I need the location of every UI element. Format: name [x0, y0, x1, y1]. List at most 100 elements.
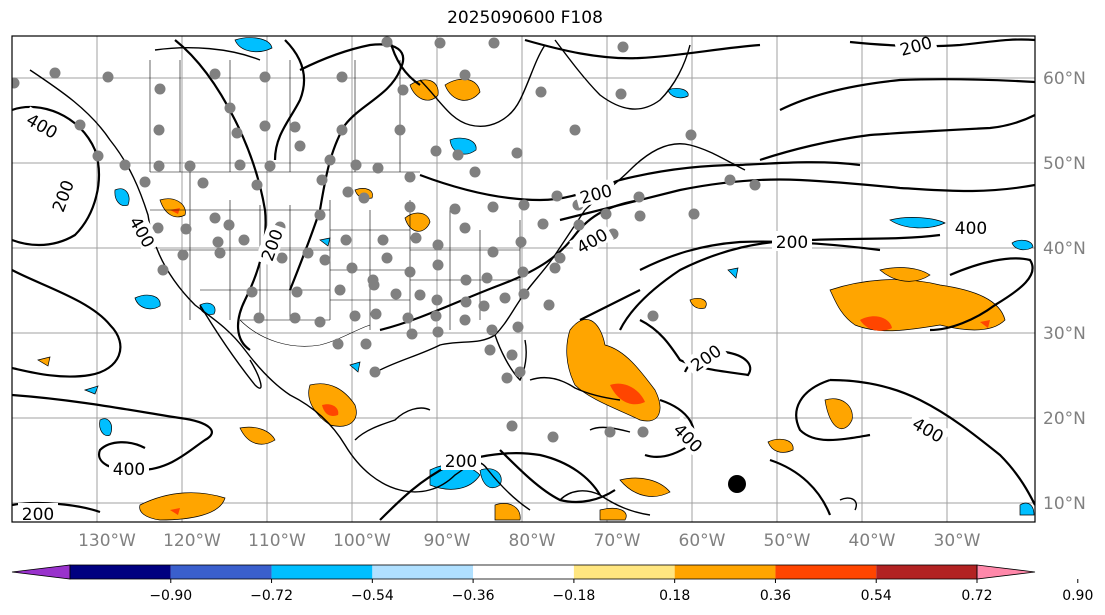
station-dot [340, 234, 352, 246]
station-dot [92, 150, 104, 162]
station-dot [617, 41, 629, 53]
station-dot [346, 262, 358, 274]
station-dot [569, 124, 581, 136]
station-dot [74, 119, 86, 131]
station-dot [342, 186, 354, 198]
station-dot [152, 222, 164, 234]
station-dot [512, 321, 524, 333]
storm-position-marker [728, 475, 746, 493]
station-dot [177, 249, 189, 261]
station-dot [749, 179, 761, 191]
station-dot [501, 372, 513, 384]
station-dot [432, 259, 444, 271]
colorbar-tick-label: −0.36 [452, 588, 495, 604]
station-dot [324, 154, 336, 166]
station-dot [410, 232, 422, 244]
contour-label: 200 [22, 505, 54, 525]
station-dot [289, 121, 301, 133]
latitude-label: 40°N [1043, 239, 1086, 259]
station-dot [431, 294, 443, 306]
station-dot [514, 366, 526, 378]
colorbar-extend-min [11, 564, 71, 580]
station-dot [381, 36, 393, 48]
station-dot [688, 208, 700, 220]
station-dot [49, 67, 61, 79]
station-dot [414, 289, 426, 301]
colorbar-bin [170, 565, 272, 579]
colorbar-bin [876, 565, 977, 579]
station-dot [484, 344, 496, 356]
station-dot [633, 191, 645, 203]
station-dot [180, 223, 192, 235]
station-dot [432, 239, 444, 251]
station-dot [573, 219, 585, 231]
station-dot [234, 159, 246, 171]
colorbar-tick-label: 0.36 [760, 588, 791, 604]
station-dot [253, 312, 265, 324]
colorbar-tick-label: −0.72 [250, 588, 293, 604]
station-dot [647, 310, 659, 322]
station-dot [370, 308, 382, 320]
station-dot [535, 86, 547, 98]
station-dot [197, 177, 209, 189]
colorbar-bin [674, 565, 776, 579]
station-dot [518, 288, 530, 300]
station-dot [469, 166, 481, 178]
longitude-label: 40°W [849, 531, 896, 551]
station-dot [276, 252, 288, 264]
station-dot [238, 234, 250, 246]
station-dot [246, 286, 258, 298]
station-dot [350, 159, 362, 171]
station-dot [334, 284, 346, 296]
station-dot [554, 252, 566, 264]
positive-strong-field [170, 208, 990, 515]
station-dot [615, 88, 627, 100]
station-dot [404, 201, 416, 213]
longitude-label: 130°W [78, 531, 136, 551]
negative-field [83, 37, 1035, 516]
station-dot [481, 272, 493, 284]
colorbar-bin [573, 565, 675, 579]
station-dot [251, 179, 263, 191]
station-dot [336, 124, 348, 136]
longitude-label: 80°W [509, 531, 556, 551]
station-dot [314, 209, 326, 221]
map-panel [12, 36, 1035, 522]
latitude-label: 30°N [1043, 324, 1086, 344]
station-dot [600, 208, 612, 220]
colorbar-bin [372, 565, 474, 579]
colorbar-tick-label: 0.90 [1062, 588, 1093, 604]
station-dot [404, 266, 416, 278]
graticule [12, 36, 1035, 522]
station-dot [604, 426, 616, 438]
colorbar-bin [271, 565, 373, 579]
station-dot [184, 160, 196, 172]
latitude-label: 60°N [1043, 69, 1086, 89]
longitude-label: 70°W [594, 531, 641, 551]
colorbar-bin [70, 565, 171, 579]
station-dot [515, 236, 527, 248]
station-dot [402, 312, 414, 324]
station-dot [460, 274, 472, 286]
station-dot [459, 69, 471, 81]
station-dot [551, 190, 563, 202]
station-dot [499, 292, 511, 304]
station-dot [432, 326, 444, 338]
station-dot [506, 349, 518, 361]
station-dot [724, 174, 736, 186]
colorbar-bin [775, 565, 877, 579]
latitude-label: 50°N [1043, 154, 1086, 174]
contour-label: 400 [955, 219, 987, 239]
station-dot [224, 102, 236, 114]
latitude-label: 10°N [1043, 494, 1086, 514]
station-dot [139, 176, 151, 188]
station-dot [368, 279, 380, 291]
longitude-label: 120°W [163, 531, 221, 551]
longitude-label: 90°W [424, 531, 471, 551]
station-dot [157, 264, 169, 276]
longitude-label: 100°W [333, 531, 391, 551]
station-dot [487, 201, 499, 213]
positive-field [37, 78, 1006, 521]
latitude-label: 20°N [1043, 409, 1086, 429]
station-dot [547, 431, 559, 443]
